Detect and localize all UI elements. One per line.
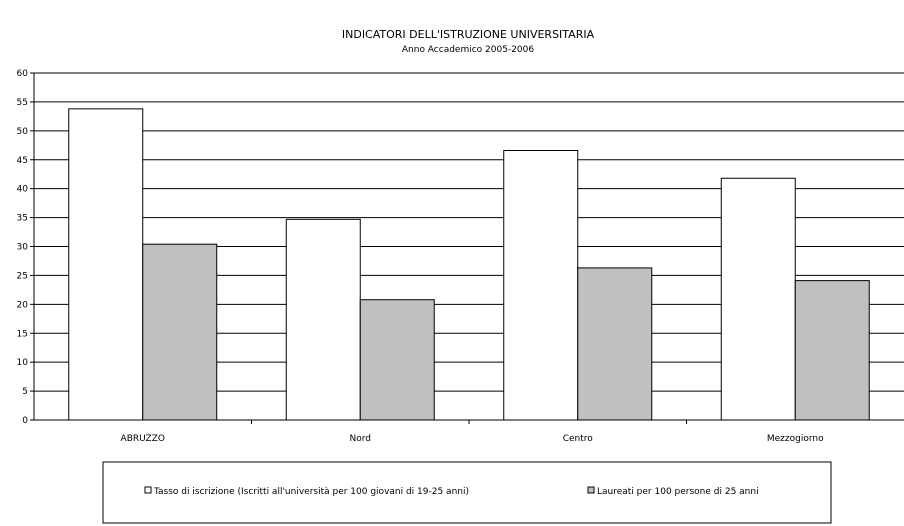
bars bbox=[68, 108, 870, 421]
chart-subtitle: Anno Accademico 2005-2006 bbox=[402, 45, 535, 55]
legend: Tasso di iscrizione (Iscritti all'univer… bbox=[102, 461, 832, 524]
bar bbox=[142, 243, 218, 421]
y-tick-label: 35 bbox=[17, 214, 28, 224]
bar bbox=[503, 149, 579, 421]
bar bbox=[794, 280, 870, 421]
bar bbox=[68, 108, 144, 421]
x-category-label: Mezzogiorno bbox=[767, 434, 824, 444]
y-tick-label: 40 bbox=[17, 185, 29, 195]
legend-label: Tasso di iscrizione (Iscritti all'univer… bbox=[153, 487, 469, 497]
bar bbox=[285, 218, 361, 421]
x-category-label: ABRUZZO bbox=[121, 434, 165, 444]
legend-swatch bbox=[587, 486, 595, 494]
y-tick-label: 0 bbox=[22, 416, 28, 426]
bar bbox=[359, 299, 435, 421]
chart-title: INDICATORI DELL'ISTRUZIONE UNIVERSITARIA bbox=[342, 28, 595, 41]
y-tick-label: 5 bbox=[22, 387, 28, 397]
bar bbox=[577, 267, 653, 421]
y-tick-label: 30 bbox=[17, 243, 29, 253]
x-category-label: Centro bbox=[563, 434, 594, 444]
x-category-label: Nord bbox=[350, 434, 372, 444]
y-tick-label: 25 bbox=[17, 271, 28, 281]
legend-swatch bbox=[144, 486, 152, 494]
y-tick-label: 50 bbox=[17, 127, 29, 137]
y-tick-label: 55 bbox=[17, 98, 28, 108]
axes: 0 5 10 15 20 25 30 35 40 45 50 55 60 ABRUZZO Nord Centr… bbox=[17, 69, 904, 444]
y-tick-label: 10 bbox=[17, 358, 29, 368]
bar bbox=[720, 177, 796, 421]
legend-label: Laureati per 100 persone di 25 anni bbox=[597, 487, 759, 497]
y-tick-label: 45 bbox=[17, 156, 28, 166]
y-tick-label: 15 bbox=[17, 329, 28, 339]
legend-box bbox=[102, 461, 832, 524]
y-tick-label: 20 bbox=[17, 300, 29, 310]
y-tick-label: 60 bbox=[17, 69, 29, 79]
